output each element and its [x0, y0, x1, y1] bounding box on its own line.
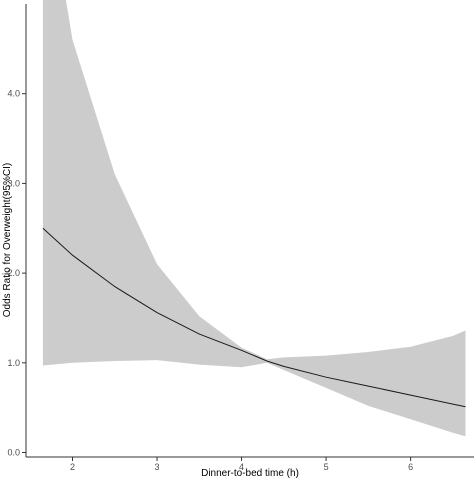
x-tick-label: 4 [239, 462, 244, 472]
x-axis-title: Dinner-to-bed time (h) [201, 468, 299, 479]
confidence-band-layer [42, 0, 466, 437]
axes: 2 3 4 5 6 0.0 1.0 2.0 3.0 4.0 [7, 4, 474, 472]
confidence-band [42, 0, 466, 437]
y-axis-title: Odds Ratio for Overweight(95%CI) [2, 163, 13, 318]
fitted-curve [42, 227, 466, 408]
y-tick-label: 0.0 [7, 448, 20, 458]
y-tick-label: 1.0 [7, 358, 20, 368]
x-tick-label: 2 [70, 462, 75, 472]
fitted-curve-layer [42, 227, 466, 408]
x-tick-label: 6 [408, 462, 413, 472]
x-tick-label: 3 [155, 462, 160, 472]
y-tick-label: 3.0 [7, 178, 20, 188]
x-tick-label: 5 [324, 462, 329, 472]
y-tick-label: 4.0 [7, 89, 20, 99]
y-tick-label: 2.0 [7, 268, 20, 278]
